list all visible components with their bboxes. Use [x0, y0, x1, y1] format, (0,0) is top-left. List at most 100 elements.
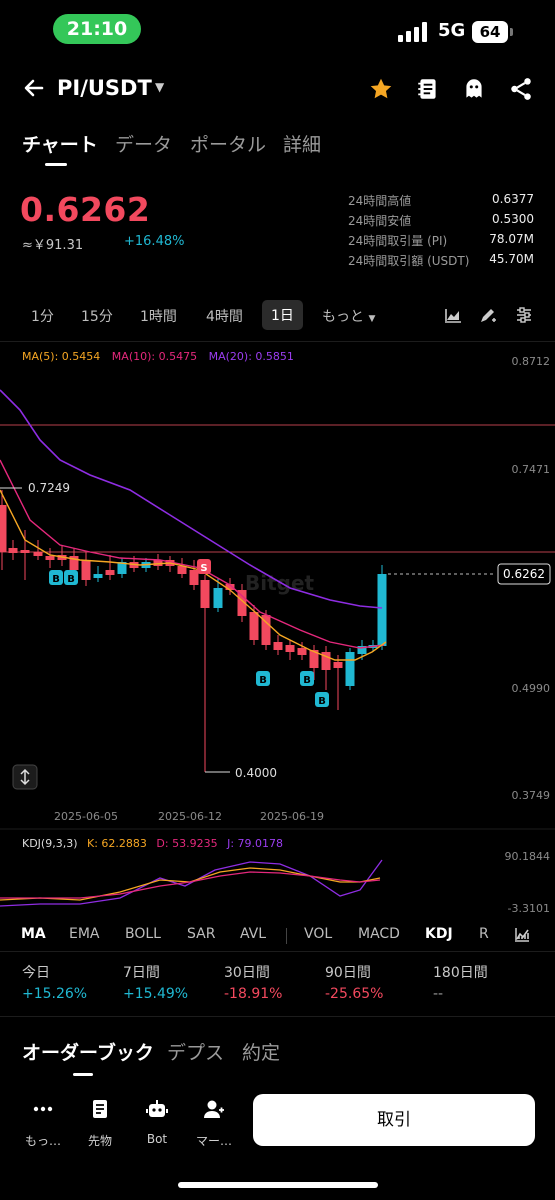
candle-body	[200, 580, 210, 608]
y-axis-label: 0.3749	[512, 789, 551, 802]
indicator-sar[interactable]: SAR	[187, 926, 216, 942]
candle-body	[377, 574, 387, 646]
perf-180d: 180日間 --	[433, 962, 488, 1002]
indicator-macd[interactable]: MACD	[358, 926, 400, 942]
candle-body	[33, 552, 43, 556]
trade-button[interactable]: 取引	[253, 1094, 535, 1146]
candle-body	[45, 556, 55, 560]
perf-label: 今日	[22, 965, 50, 981]
candle-body	[153, 560, 163, 566]
kdj-chart[interactable]: 90.1844 -3.3101	[0, 848, 555, 918]
home-indicator	[178, 1182, 378, 1188]
chevron-down-icon[interactable]: ▼	[155, 80, 165, 94]
more-label: もっ…	[24, 1134, 61, 1148]
buy-marker	[315, 692, 329, 707]
tab-data[interactable]: データ	[115, 134, 173, 156]
share-icon[interactable]	[508, 76, 534, 102]
candle-body	[273, 642, 283, 650]
main-tabs: チャート データ ポータル 詳細	[22, 130, 542, 170]
buy-marker-label: B	[318, 696, 326, 707]
tab-orderbook[interactable]: オーダーブック	[22, 1042, 154, 1064]
tab-portal[interactable]: ポータル	[190, 134, 267, 156]
divider	[0, 951, 555, 952]
star-icon[interactable]	[368, 76, 394, 102]
stat-row: 24時間取引額 (USDT) 45.70M	[348, 252, 534, 272]
interval-4h[interactable]: 4時間	[206, 309, 243, 325]
stat-label: 24時間高値	[348, 194, 412, 208]
perf-value: -25.65%	[325, 986, 384, 1002]
ma-legend: MA(5): 0.5454 MA(10): 0.5475 MA(20): 0.5…	[22, 350, 302, 363]
indicator-settings-icon[interactable]	[513, 925, 531, 943]
tab-depth[interactable]: デプス	[167, 1042, 225, 1064]
candle-body	[69, 556, 79, 570]
indicator-avl[interactable]: AVL	[240, 926, 267, 942]
indicator-boll[interactable]: BOLL	[125, 926, 161, 942]
interval-1d[interactable]: 1日	[262, 300, 303, 330]
back-arrow-icon[interactable]	[22, 76, 46, 100]
y-axis-label: 0.4990	[512, 682, 551, 695]
settings-sliders-icon[interactable]	[514, 305, 534, 325]
buy-marker-label: B	[67, 574, 75, 585]
tab-trades[interactable]: 約定	[242, 1042, 281, 1064]
x-axis-label: 2025-06-19	[260, 810, 324, 823]
indicator-tabs: MA EMA BOLL SAR AVL VOL MACD KDJ R	[0, 922, 555, 948]
candle-body	[20, 550, 30, 553]
perf-label: 7日間	[123, 965, 160, 981]
interval-more[interactable]: もっと ▼	[322, 306, 375, 326]
futures-icon	[93, 1100, 107, 1118]
bot-button[interactable]: Bot	[134, 1098, 180, 1146]
price-chart[interactable]: 0.87120.74710.49900.37490.6262Bitget0.72…	[0, 342, 555, 832]
divider	[0, 341, 555, 342]
ma10-value: MA(10): 0.5475	[111, 350, 198, 363]
futures-label: 先物	[87, 1134, 112, 1148]
stat-row: 24時間取引量 (PI) 78.07M	[348, 232, 534, 252]
perf-label: 180日間	[433, 965, 488, 981]
interval-15m[interactable]: 15分	[81, 309, 113, 325]
candle-body	[357, 646, 367, 654]
indicator-kdj[interactable]: KDJ	[425, 926, 453, 942]
pair-selector[interactable]: PI/USDT	[57, 76, 152, 100]
kdj-k-line	[0, 867, 381, 901]
interval-1h[interactable]: 1時間	[140, 309, 177, 325]
price-approx-cny: ≈￥91.31	[22, 238, 84, 253]
buy-marker	[256, 671, 270, 686]
more-dots-icon	[33, 1106, 53, 1112]
draw-tool-icon[interactable]	[478, 305, 498, 325]
book-icon[interactable]	[415, 76, 441, 102]
indicator-ma[interactable]: MA	[21, 926, 46, 942]
interval-1m[interactable]: 1分	[31, 309, 54, 325]
stat-row: 24時間安値 0.5300	[348, 212, 534, 232]
orderbook-tabs: オーダーブック デプス 約定	[22, 1038, 542, 1068]
indicator-vol[interactable]: VOL	[304, 926, 333, 942]
tab-details[interactable]: 詳細	[283, 134, 322, 156]
current-price-tag: 0.6262	[503, 567, 545, 581]
x-axis-label: 2025-06-05	[54, 810, 118, 823]
divider	[0, 1016, 555, 1017]
stats-panel: 24時間高値 0.6377 24時間安値 0.5300 24時間取引量 (PI) 78…	[348, 192, 534, 272]
tab-chart[interactable]: チャート	[22, 134, 98, 156]
bot-label: Bot	[146, 1132, 168, 1146]
robot-icon	[146, 1100, 168, 1117]
perf-value: +15.26%	[22, 986, 88, 1002]
status-time: 21:10	[53, 14, 141, 44]
chevron-down-icon: ▼	[368, 314, 376, 324]
chart-type-icon[interactable]	[443, 305, 463, 325]
indicator-ema[interactable]: EMA	[69, 926, 100, 942]
margin-button[interactable]: マー…	[191, 1098, 237, 1149]
candle-body	[249, 612, 259, 640]
buy-marker	[300, 671, 314, 686]
ma20-value: MA(20): 0.5851	[208, 350, 294, 363]
battery-icon: 64	[472, 21, 513, 43]
candle-body	[213, 588, 223, 608]
kdj-axis-label: 90.1844	[505, 850, 551, 863]
header: PI/USDT ▼	[0, 70, 555, 110]
more-button[interactable]: もっ…	[20, 1098, 66, 1149]
indicator-r[interactable]: R	[479, 926, 489, 942]
stat-label: 24時間取引額 (USDT)	[348, 254, 470, 268]
bottom-action-bar: もっ… 先物 Bot マー… 取引	[0, 1090, 555, 1160]
network-type: 5G	[438, 20, 466, 41]
futures-button[interactable]: 先物	[77, 1098, 123, 1149]
candle-body	[237, 590, 247, 616]
status-bar: 21:10 5G 64	[0, 0, 555, 60]
ghost-icon[interactable]	[461, 76, 487, 102]
